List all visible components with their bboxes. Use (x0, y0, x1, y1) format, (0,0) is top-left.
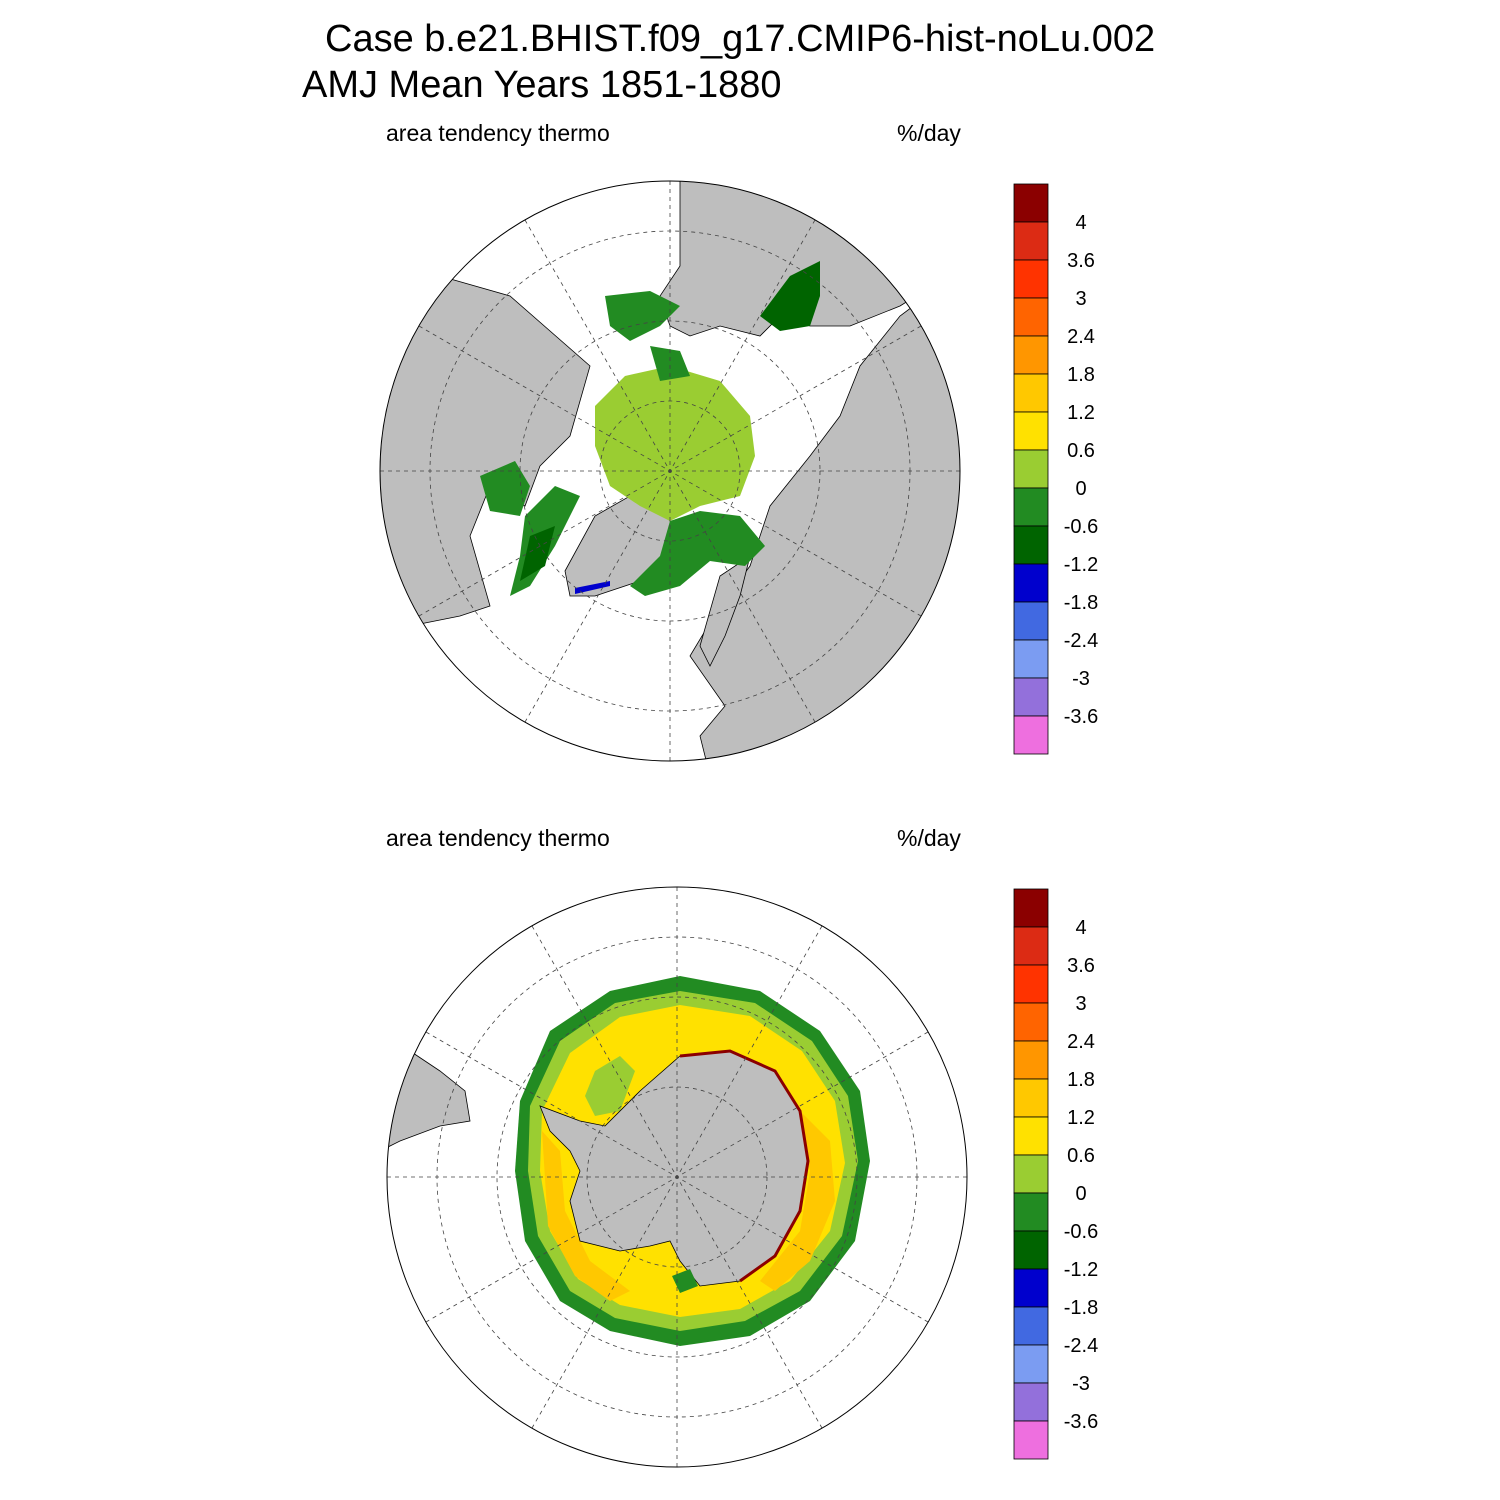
north-colorbar-box (1013, 411, 1049, 451)
north-colorbar-box (1013, 601, 1049, 641)
south-colorbar-level-label: 3 (1075, 993, 1086, 1015)
north-colorbar-box (1013, 715, 1049, 755)
north-colorbar: 4 3.6 3 2.4 1.8 1.2 0.6 0 -0.6 -1.2 -1.8 -2.4 -3 -3.6 (1013, 183, 1098, 755)
north-colorbar-level-label: -3.6 (1064, 706, 1098, 728)
north-colorbar-box (1013, 639, 1049, 679)
north-colorbar-level-label: -2.4 (1064, 630, 1098, 652)
north-colorbar-boxes (1013, 183, 1049, 755)
south-colorbar: 4 3.6 3 2.4 1.8 1.2 0.6 0 -0.6 -1.2 -1.8 -2.4 -3 -3.6 (1013, 888, 1098, 1460)
south-colorbar-level-label: 3.6 (1067, 955, 1095, 977)
north-ice-okhotsk (760, 261, 820, 331)
south-colorbar-level-label: 1.2 (1067, 1107, 1095, 1129)
south-colorbar-level-label: 1.8 (1067, 1069, 1095, 1091)
south-units-label: %/day (897, 825, 961, 851)
south-colorbar-level-label: -1.8 (1064, 1297, 1098, 1319)
south-colorbar-level-label: -0.6 (1064, 1221, 1098, 1243)
north-land-siberia (659, 181, 960, 337)
north-colorbar-level-label: 2.4 (1067, 326, 1095, 348)
north-colorbar-box (1013, 373, 1049, 413)
north-ice-barents (630, 511, 765, 596)
south-colorbar-level-label: 0.6 (1067, 1145, 1095, 1167)
figure-title-period: AMJ Mean Years 1851-1880 (302, 64, 782, 106)
south-colorbar-box (1013, 1002, 1049, 1042)
north-colorbar-box (1013, 221, 1049, 261)
south-ice-ross-patch (672, 1269, 698, 1293)
south-colorbar-box (1013, 1230, 1049, 1270)
south-colorbar-level-label: -1.2 (1064, 1259, 1098, 1281)
north-colorbar-level-label: 0.6 (1067, 440, 1095, 462)
south-colorbar-box (1013, 888, 1049, 928)
south-colorbar-level-label: 4 (1075, 917, 1086, 939)
south-colorbar-level-label: 0 (1075, 1183, 1086, 1205)
south-ice-weddell-patch (585, 1056, 635, 1116)
south-colorbar-box (1013, 1078, 1049, 1118)
south-map-outline (386, 886, 968, 1468)
north-colorbar-box (1013, 449, 1049, 489)
north-ice-blue-edge (575, 581, 610, 594)
north-graticule (380, 181, 960, 761)
north-units-label: %/day (897, 120, 961, 146)
north-colorbar-box (1013, 335, 1049, 375)
north-colorbar-box (1013, 487, 1049, 527)
north-ice-laptev (650, 346, 690, 381)
north-colorbar-labels: 4 3.6 3 2.4 1.8 1.2 0.6 0 -0.6 -1.2 -1.8 -2.4 -3 -3.6 (1064, 212, 1098, 728)
north-colorbar-level-label: 0 (1075, 478, 1086, 500)
south-colorbar-box (1013, 1382, 1049, 1422)
north-colorbar-box (1013, 259, 1049, 299)
south-colorbar-box (1013, 1154, 1049, 1194)
north-colorbar-level-label: -0.6 (1064, 516, 1098, 538)
north-map-outline (379, 180, 961, 762)
south-colorbar-box (1013, 964, 1049, 1004)
north-ice-baffin-dark (520, 526, 555, 581)
south-polar-map (386, 886, 968, 1468)
south-colorbar-level-label: 2.4 (1067, 1031, 1095, 1053)
north-colorbar-box (1013, 183, 1049, 223)
south-colorbar-box (1013, 1344, 1049, 1384)
north-colorbar-box (1013, 297, 1049, 337)
north-colorbar-level-label: -3 (1072, 668, 1090, 690)
south-colorbar-box (1013, 926, 1049, 966)
north-colorbar-box (1013, 525, 1049, 565)
north-colorbar-level-label: 4 (1075, 212, 1086, 234)
south-colorbar-level-label: -3.6 (1064, 1411, 1098, 1433)
north-colorbar-level-label: -1.2 (1064, 554, 1098, 576)
north-colorbar-level-label: 3 (1075, 288, 1086, 310)
south-colorbar-level-label: -3 (1072, 1373, 1090, 1395)
north-ice-central-arctic (595, 366, 755, 521)
south-colorbar-box (1013, 1040, 1049, 1080)
south-colorbar-box (1013, 1306, 1049, 1346)
south-ice-orange-band-west (542, 1131, 630, 1301)
south-colorbar-box (1013, 1192, 1049, 1232)
figure-title-case: Case b.e21.BHIST.f09_g17.CMIP6-hist-noLu… (325, 18, 1156, 60)
north-colorbar-level-label: 1.8 (1067, 364, 1095, 386)
south-colorbar-boxes (1013, 888, 1049, 1460)
south-colorbar-box (1013, 1116, 1049, 1156)
north-colorbar-box (1013, 677, 1049, 717)
south-ice-orange-band-east (760, 1111, 835, 1291)
north-colorbar-level-label: 1.2 (1067, 402, 1095, 424)
north-ice-hudson-bay (480, 461, 530, 516)
north-colorbar-box (1013, 563, 1049, 603)
north-land-scandinavia (699, 555, 751, 667)
south-ice-coastal-red (679, 1049, 810, 1283)
north-colorbar-level-label: 3.6 (1067, 250, 1095, 272)
south-colorbar-labels: 4 3.6 3 2.4 1.8 1.2 0.6 0 -0.6 -1.2 -1.8 -2.4 -3 -3.6 (1064, 917, 1098, 1433)
south-colorbar-box (1013, 1268, 1049, 1308)
south-variable-label: area tendency thermo (386, 825, 610, 851)
north-variable-label: area tendency thermo (386, 120, 610, 146)
north-colorbar-level-label: -1.8 (1064, 592, 1098, 614)
south-graticule (387, 887, 967, 1467)
south-colorbar-box (1013, 1420, 1049, 1460)
north-polar-map (379, 180, 961, 762)
south-colorbar-level-label: -2.4 (1064, 1335, 1098, 1357)
